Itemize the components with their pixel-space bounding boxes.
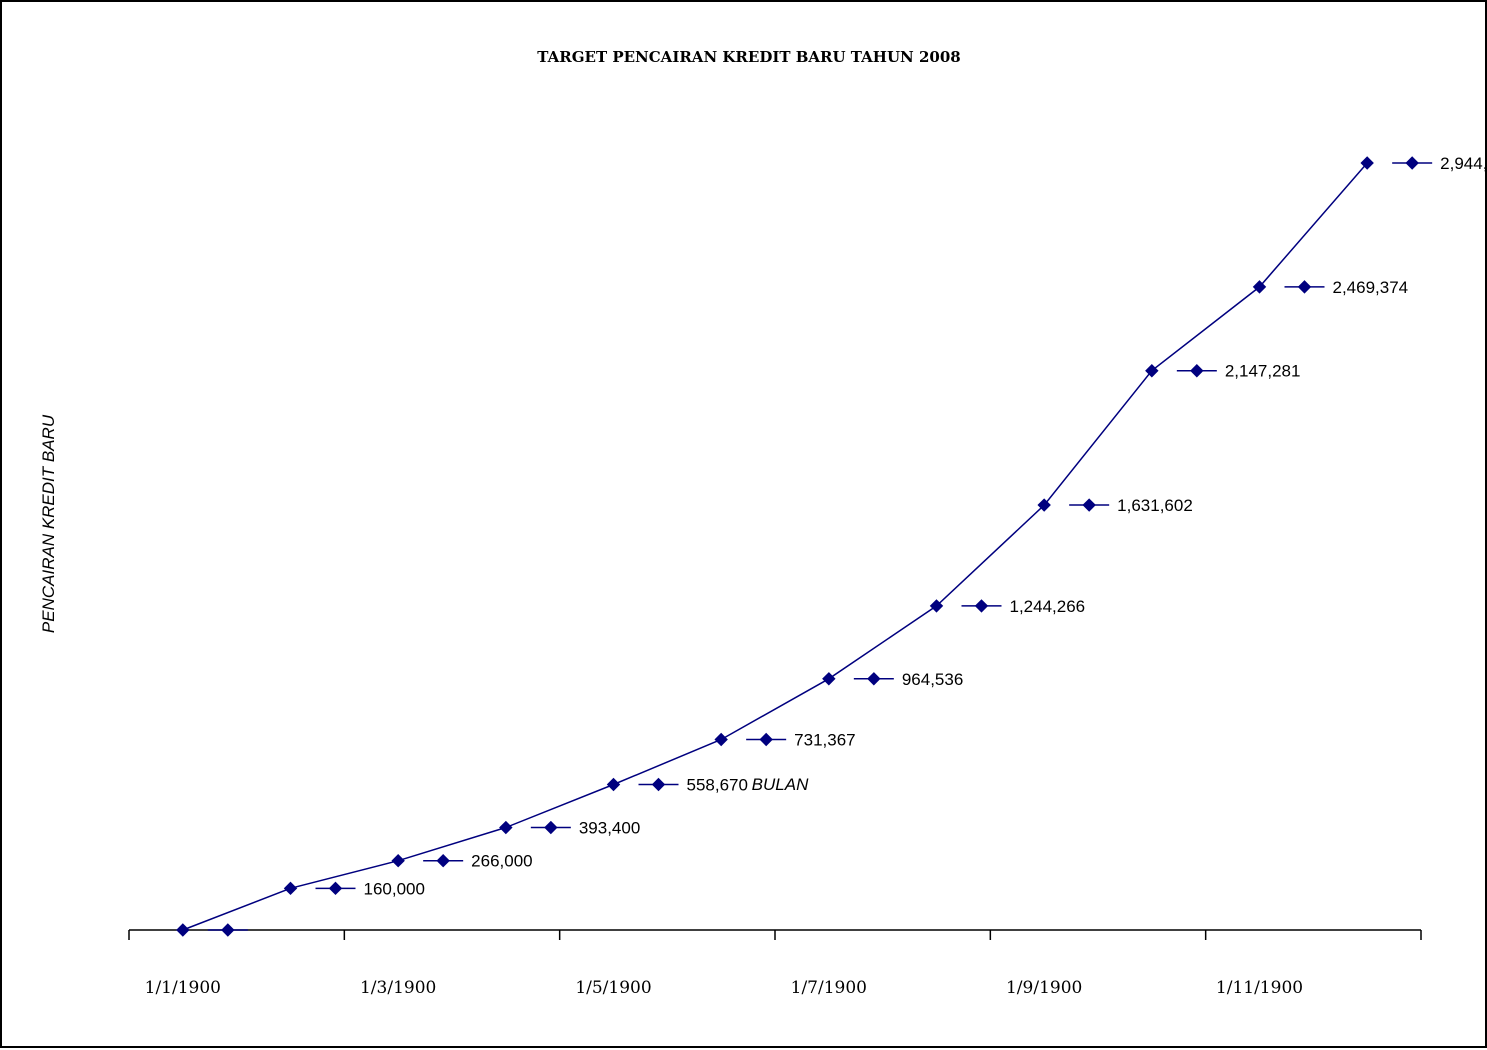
x-tick-label: 1/9/1900 (1006, 978, 1082, 998)
data-label: 266,000 (471, 852, 532, 871)
data-label-key-marker (328, 881, 343, 896)
x-tick-label: 1/3/1900 (360, 978, 436, 998)
x-tick-label: 1/5/1900 (575, 978, 651, 998)
data-point (283, 881, 298, 896)
data-point (929, 599, 944, 613)
y-axis-title: PENCAIRAN KREDIT BARU (39, 414, 58, 633)
axes: 1/1/1900 1/3/1900 1/5/1900 1/7/1900 1/9/1900… (128, 929, 1422, 998)
data-point (1145, 364, 1159, 378)
data-label-key-marker (1190, 364, 1204, 378)
x-tick-label: 1/1/1900 (145, 978, 221, 998)
data-label-group: 160,000 266,000 393,400 558,670 731,367 964,5… (207, 154, 1487, 937)
data-point (1360, 156, 1374, 170)
data-label-key-marker (974, 599, 989, 613)
data-label-key-marker (544, 820, 558, 835)
data-label: 964,536 (902, 670, 963, 689)
data-label: 393,400 (579, 819, 640, 838)
data-point (714, 732, 728, 747)
data-label: 1,631,602 (1117, 496, 1193, 515)
x-axis-title: BULAN (752, 775, 809, 794)
data-label: 2,944,938 (1440, 154, 1487, 173)
chart-title: TARGET PENCAIRAN KREDIT BARU TAHUN 2008 (537, 48, 960, 66)
data-point (1037, 498, 1051, 512)
data-label: 558,670 (687, 775, 748, 794)
data-point (391, 854, 405, 868)
series-line (182, 162, 1368, 931)
data-label: 160,000 (364, 879, 425, 898)
data-label: 1,244,266 (1010, 597, 1086, 616)
data-label-key-marker (436, 854, 450, 868)
data-point (606, 777, 621, 792)
x-tick-label: 1/7/1900 (791, 978, 867, 998)
data-label: 2,147,281 (1225, 362, 1301, 381)
data-label: 2,469,374 (1333, 278, 1409, 297)
data-label-key-marker (1297, 280, 1312, 294)
data-point (499, 820, 513, 835)
data-label-key-marker (1405, 156, 1419, 170)
data-label-key-marker (651, 777, 666, 792)
data-label-key-marker (1082, 498, 1096, 512)
data-point (1252, 280, 1267, 294)
data-point (822, 672, 836, 686)
data-label: 731,367 (794, 731, 855, 750)
data-label-key-marker (221, 923, 235, 937)
data-label-key-marker (867, 672, 881, 686)
data-label-key-marker (759, 732, 773, 747)
x-tick-label: 1/11/1900 (1216, 978, 1303, 998)
data-point (176, 923, 190, 937)
series-group (176, 156, 1374, 937)
